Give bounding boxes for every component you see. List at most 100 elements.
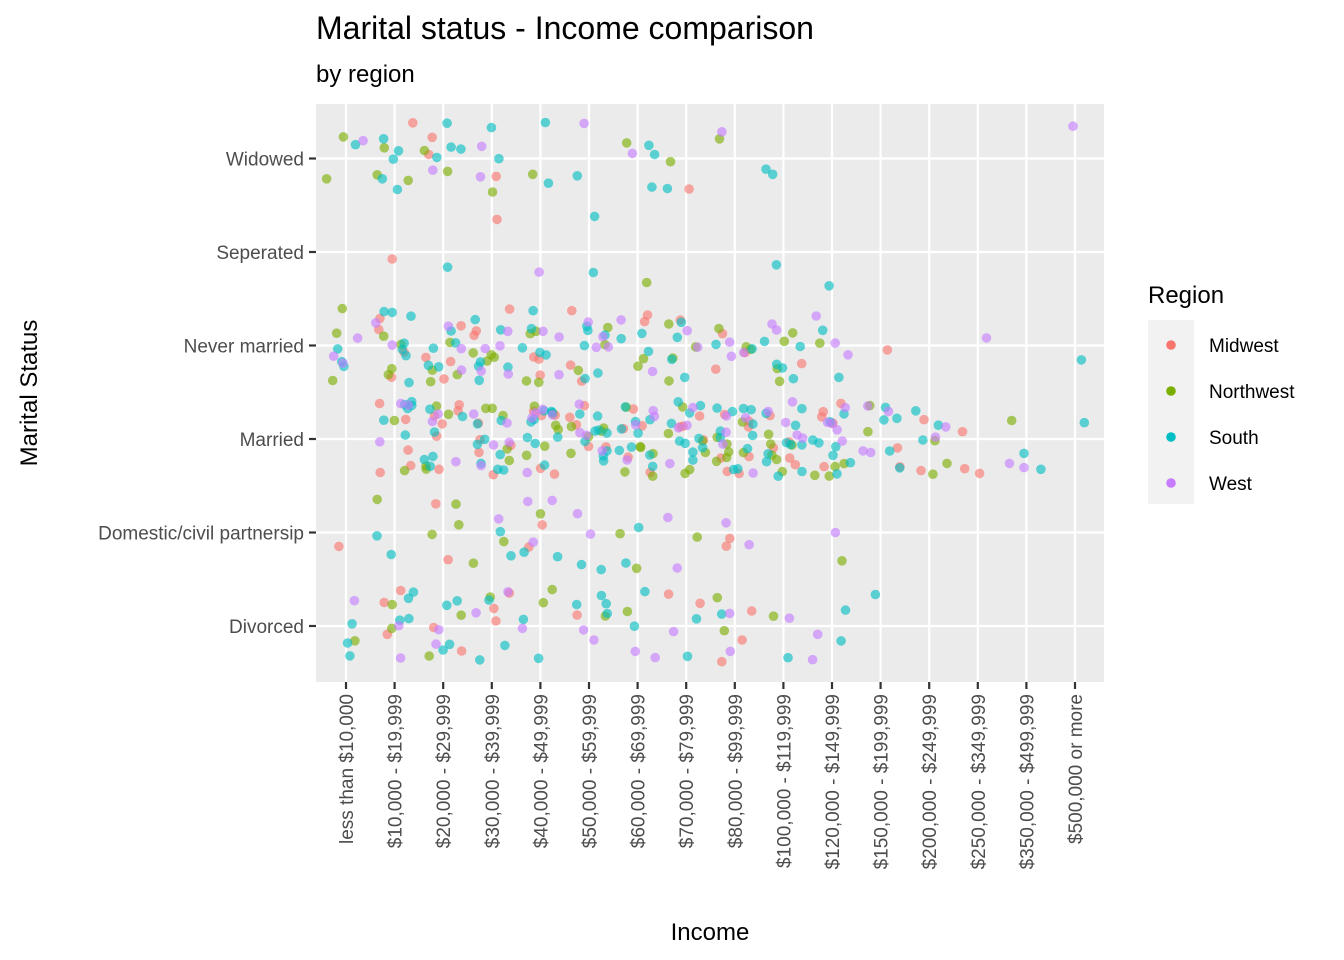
data-point-south bbox=[742, 443, 753, 454]
data-point-northwest bbox=[714, 323, 724, 334]
x-tick-label: $120,000 - $149,999 bbox=[823, 694, 844, 869]
data-point-south bbox=[484, 595, 494, 605]
data-points bbox=[321, 117, 1090, 667]
data-point-south bbox=[602, 608, 613, 619]
data-point-south bbox=[495, 526, 506, 537]
data-point-south bbox=[870, 589, 881, 600]
data-point-south bbox=[535, 347, 545, 358]
data-point-northwest bbox=[633, 361, 643, 372]
data-point-midwest bbox=[374, 398, 385, 409]
data-point-south bbox=[571, 599, 582, 610]
data-point-northwest bbox=[765, 439, 776, 449]
x-tick-label: $50,000 - $59,999 bbox=[580, 694, 601, 848]
data-point-northwest bbox=[389, 415, 400, 426]
data-point-northwest bbox=[419, 145, 430, 156]
data-point-west bbox=[554, 369, 564, 380]
x-tick-label: $20,000 - $29,999 bbox=[434, 694, 455, 848]
data-point-south bbox=[500, 640, 510, 651]
data-point-northwest bbox=[768, 611, 779, 621]
data-point-south bbox=[771, 260, 782, 270]
data-point-northwest bbox=[504, 455, 515, 466]
data-point-south bbox=[517, 343, 528, 353]
data-point-south bbox=[797, 466, 807, 477]
data-point-midwest bbox=[375, 467, 386, 478]
data-point-northwest bbox=[454, 520, 464, 530]
data-point-west bbox=[503, 326, 513, 337]
legend-label-south: South bbox=[1209, 428, 1259, 449]
data-point-west bbox=[837, 436, 848, 446]
data-point-west bbox=[1019, 462, 1029, 473]
data-point-midwest bbox=[535, 370, 545, 380]
data-point-south bbox=[711, 339, 721, 350]
data-point-northwest bbox=[641, 277, 652, 288]
data-point-midwest bbox=[725, 533, 735, 544]
data-point-south bbox=[575, 409, 585, 419]
legend-key-background bbox=[1148, 320, 1194, 504]
data-point-northwest bbox=[837, 556, 847, 566]
data-point-northwest bbox=[535, 509, 546, 519]
data-point-west bbox=[476, 460, 486, 471]
data-point-south bbox=[442, 118, 452, 128]
x-tick-label: $100,000 - $119,999 bbox=[774, 694, 795, 868]
y-tick-label: Married bbox=[240, 430, 304, 451]
data-point-west bbox=[748, 468, 758, 478]
data-point-west bbox=[476, 366, 487, 376]
data-point-south bbox=[790, 420, 801, 431]
data-point-west bbox=[930, 432, 941, 443]
data-point-south bbox=[712, 403, 722, 413]
data-point-south bbox=[495, 449, 506, 460]
data-point-south bbox=[494, 153, 504, 164]
data-point-south bbox=[522, 432, 533, 443]
data-point-midwest bbox=[504, 304, 515, 314]
data-point-south bbox=[933, 420, 944, 431]
data-point-west bbox=[721, 411, 732, 421]
data-point-west bbox=[603, 342, 614, 352]
data-point-west bbox=[663, 512, 673, 523]
data-point-south bbox=[1076, 355, 1087, 365]
data-point-south bbox=[594, 425, 604, 435]
data-point-west bbox=[811, 311, 821, 321]
legend-key-west bbox=[1166, 478, 1176, 488]
data-point-south bbox=[526, 323, 537, 334]
data-point-west bbox=[784, 613, 795, 623]
data-point-west bbox=[830, 338, 840, 348]
data-point-west bbox=[744, 539, 754, 550]
data-point-midwest bbox=[565, 360, 576, 370]
x-axis-title: Income bbox=[671, 919, 750, 946]
data-point-midwest bbox=[445, 356, 456, 367]
data-point-south bbox=[695, 400, 706, 411]
data-point-south bbox=[404, 613, 414, 624]
data-point-west bbox=[941, 422, 951, 432]
data-point-south bbox=[429, 427, 440, 437]
data-point-midwest bbox=[819, 461, 829, 472]
data-point-west bbox=[648, 405, 658, 416]
data-point-west bbox=[763, 406, 773, 417]
data-point-west bbox=[349, 595, 360, 606]
data-point-west bbox=[725, 646, 736, 657]
data-point-midwest bbox=[395, 585, 406, 596]
data-point-south bbox=[797, 403, 807, 414]
data-point-south bbox=[425, 404, 435, 415]
data-point-south bbox=[783, 652, 793, 663]
data-point-south bbox=[592, 411, 603, 421]
data-point-northwest bbox=[451, 499, 461, 509]
data-point-west bbox=[328, 351, 339, 362]
data-point-northwest bbox=[387, 599, 398, 610]
data-point-northwest bbox=[631, 563, 642, 574]
data-point-west bbox=[673, 423, 684, 433]
data-point-west bbox=[672, 563, 682, 573]
data-point-south bbox=[761, 164, 771, 174]
data-point-northwest bbox=[550, 420, 561, 431]
plot-panel bbox=[316, 104, 1104, 682]
data-point-south bbox=[393, 146, 404, 156]
data-point-northwest bbox=[539, 441, 550, 452]
data-point-south bbox=[747, 344, 757, 354]
data-point-south bbox=[626, 442, 637, 452]
data-point-midwest bbox=[957, 426, 968, 437]
data-point-west bbox=[780, 417, 791, 428]
data-point-south bbox=[503, 362, 513, 372]
data-point-south bbox=[345, 651, 355, 661]
data-point-south bbox=[836, 636, 846, 646]
data-point-south bbox=[596, 590, 607, 601]
data-point-south bbox=[647, 182, 657, 192]
